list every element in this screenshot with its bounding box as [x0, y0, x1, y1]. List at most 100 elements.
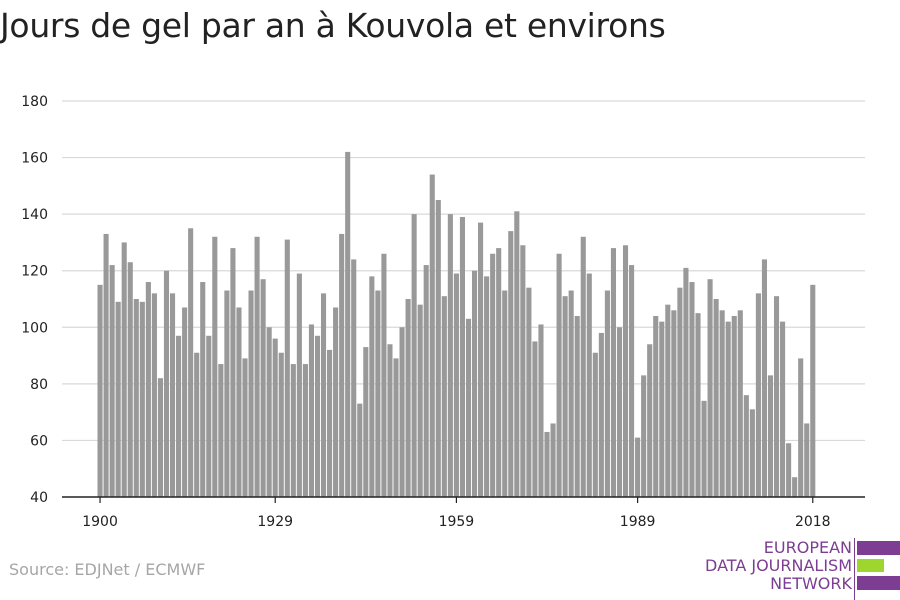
bar: 1907: 109: [139, 301, 145, 497]
bar: 1955: 154: [429, 174, 435, 498]
bar: 2009: 112: [755, 293, 761, 497]
bar: 2008: 71: [749, 409, 755, 497]
bar: 2004: 102: [725, 321, 731, 497]
x-tick-label: 2018: [795, 514, 831, 530]
bar: 1929: 96: [272, 338, 278, 497]
logo-line-data-journalism: DATA JOURNALISM: [705, 556, 852, 575]
bar: 2017: 66: [804, 423, 810, 497]
y-tick-label: 180: [21, 94, 48, 110]
bar: 1964: 118: [484, 276, 490, 497]
bar: 1967: 113: [502, 290, 508, 497]
logo-line-network: NETWORK: [770, 574, 852, 593]
bars: 1900: 1151901: 1331902: 1221903: 1091904…: [97, 151, 816, 498]
bar: 2015: 47: [792, 477, 798, 497]
y-tick-label: 40: [30, 490, 48, 506]
bar: 2006: 106: [737, 310, 743, 497]
y-tick-label: 60: [30, 433, 48, 449]
bar: 1904: 130: [121, 242, 127, 497]
bar: 1996: 114: [677, 287, 683, 497]
bar: 1915: 135: [188, 228, 194, 498]
bar: 1998: 116: [689, 282, 695, 497]
bar: 1937: 112: [320, 293, 327, 497]
bar: 1943: 73: [357, 403, 363, 497]
bar: 1944: 93: [363, 347, 369, 497]
bar: 1979: 104: [574, 315, 580, 497]
bar: 1978: 113: [568, 290, 574, 497]
bar: 1925: 113: [248, 290, 254, 497]
bar: 1912: 112: [169, 293, 176, 497]
bar: 1988: 122: [629, 265, 635, 497]
bar: 1900: 115: [97, 284, 103, 497]
bar: 1947: 126: [381, 253, 387, 497]
bar: 1932: 87: [290, 364, 296, 497]
bar: 1973: 101: [538, 324, 544, 497]
x-tick-label: 1929: [257, 514, 293, 530]
bar: 1917: 116: [200, 282, 206, 497]
y-axis-tick-labels: 40 60 80 100 120 140 160 180: [21, 94, 48, 506]
bar: 1993: 102: [659, 321, 665, 497]
bar: 1959: 119: [453, 273, 459, 497]
bar: 2018: 115: [810, 284, 816, 497]
bar: 1906: 110: [133, 299, 139, 497]
y-tick-label: 140: [21, 207, 48, 223]
bar: 1918: 97: [206, 335, 212, 497]
bar: 1902: 122: [109, 265, 115, 497]
bar: 2011: 83: [767, 375, 774, 497]
bar: 1934: 87: [302, 364, 308, 497]
bar: 1942: 124: [351, 259, 357, 497]
bar: 1909: 112: [151, 293, 157, 497]
bar: 2016: 89: [798, 358, 804, 497]
bar: 1995: 106: [671, 310, 677, 497]
bar: 1954: 122: [423, 265, 429, 497]
x-tick-label: 1959: [439, 514, 475, 530]
bar: 1986: 100: [616, 327, 623, 497]
bar: 1921: 113: [224, 290, 230, 497]
bar: 1975: 66: [550, 423, 556, 497]
bar: 1981: 119: [586, 273, 592, 497]
x-tick-label: 1989: [620, 514, 656, 530]
bar: 1924: 89: [242, 358, 248, 497]
bar: 1952: 140: [411, 214, 417, 497]
bar: 2001: 117: [707, 279, 713, 497]
bar: 1930: 91: [278, 352, 284, 497]
bar: 2000: 74: [701, 400, 707, 497]
bar: 1966: 128: [496, 248, 502, 497]
logo-separator: [854, 538, 855, 600]
bar: 2002: 110: [713, 299, 719, 497]
bar: 2010: 124: [761, 259, 767, 497]
bar: 1989: 61: [635, 437, 641, 497]
y-tick-label: 100: [21, 320, 48, 336]
bar: 2007: 76: [743, 395, 749, 497]
bar: 1956: 145: [435, 200, 441, 497]
bar: 1928: 100: [266, 327, 272, 497]
bar: 1987: 129: [622, 245, 629, 497]
edjnet-logo: EUROPEAN DATA JOURNALISM NETWORK: [700, 538, 900, 600]
bar: 1948: 94: [387, 344, 393, 497]
source-note: Source: EDJNet / ECMWF: [9, 560, 206, 579]
bar: 2012: 111: [773, 296, 780, 497]
bar: 1953: 108: [417, 304, 423, 497]
bar: 1919: 132: [212, 236, 218, 497]
bar: 1927: 117: [260, 279, 266, 497]
y-tick-label: 80: [30, 377, 48, 393]
bar: 2005: 104: [731, 315, 737, 497]
bar: 1914: 107: [182, 307, 188, 497]
bar: 2003: 106: [719, 310, 725, 497]
bar: 1965: 126: [490, 253, 496, 497]
bar: 1933: 119: [296, 273, 302, 497]
bar: 1999: 105: [695, 313, 701, 497]
bar: 1913: 97: [176, 335, 182, 497]
y-tick-label: 160: [21, 151, 48, 167]
bar: 1968: 134: [508, 231, 514, 497]
bar: 1920: 87: [218, 364, 224, 497]
bar: 1980: 132: [580, 236, 586, 497]
bar: 1991: 94: [647, 344, 653, 497]
bar: 1903: 109: [115, 301, 121, 497]
y-tick-label: 120: [21, 264, 48, 280]
bar: 1990: 83: [641, 375, 647, 497]
bar: 1950: 100: [399, 327, 405, 497]
logo-bar-middle: [857, 559, 884, 572]
bar: 1931: 131: [284, 239, 290, 497]
bar: 1997: 121: [683, 267, 689, 497]
